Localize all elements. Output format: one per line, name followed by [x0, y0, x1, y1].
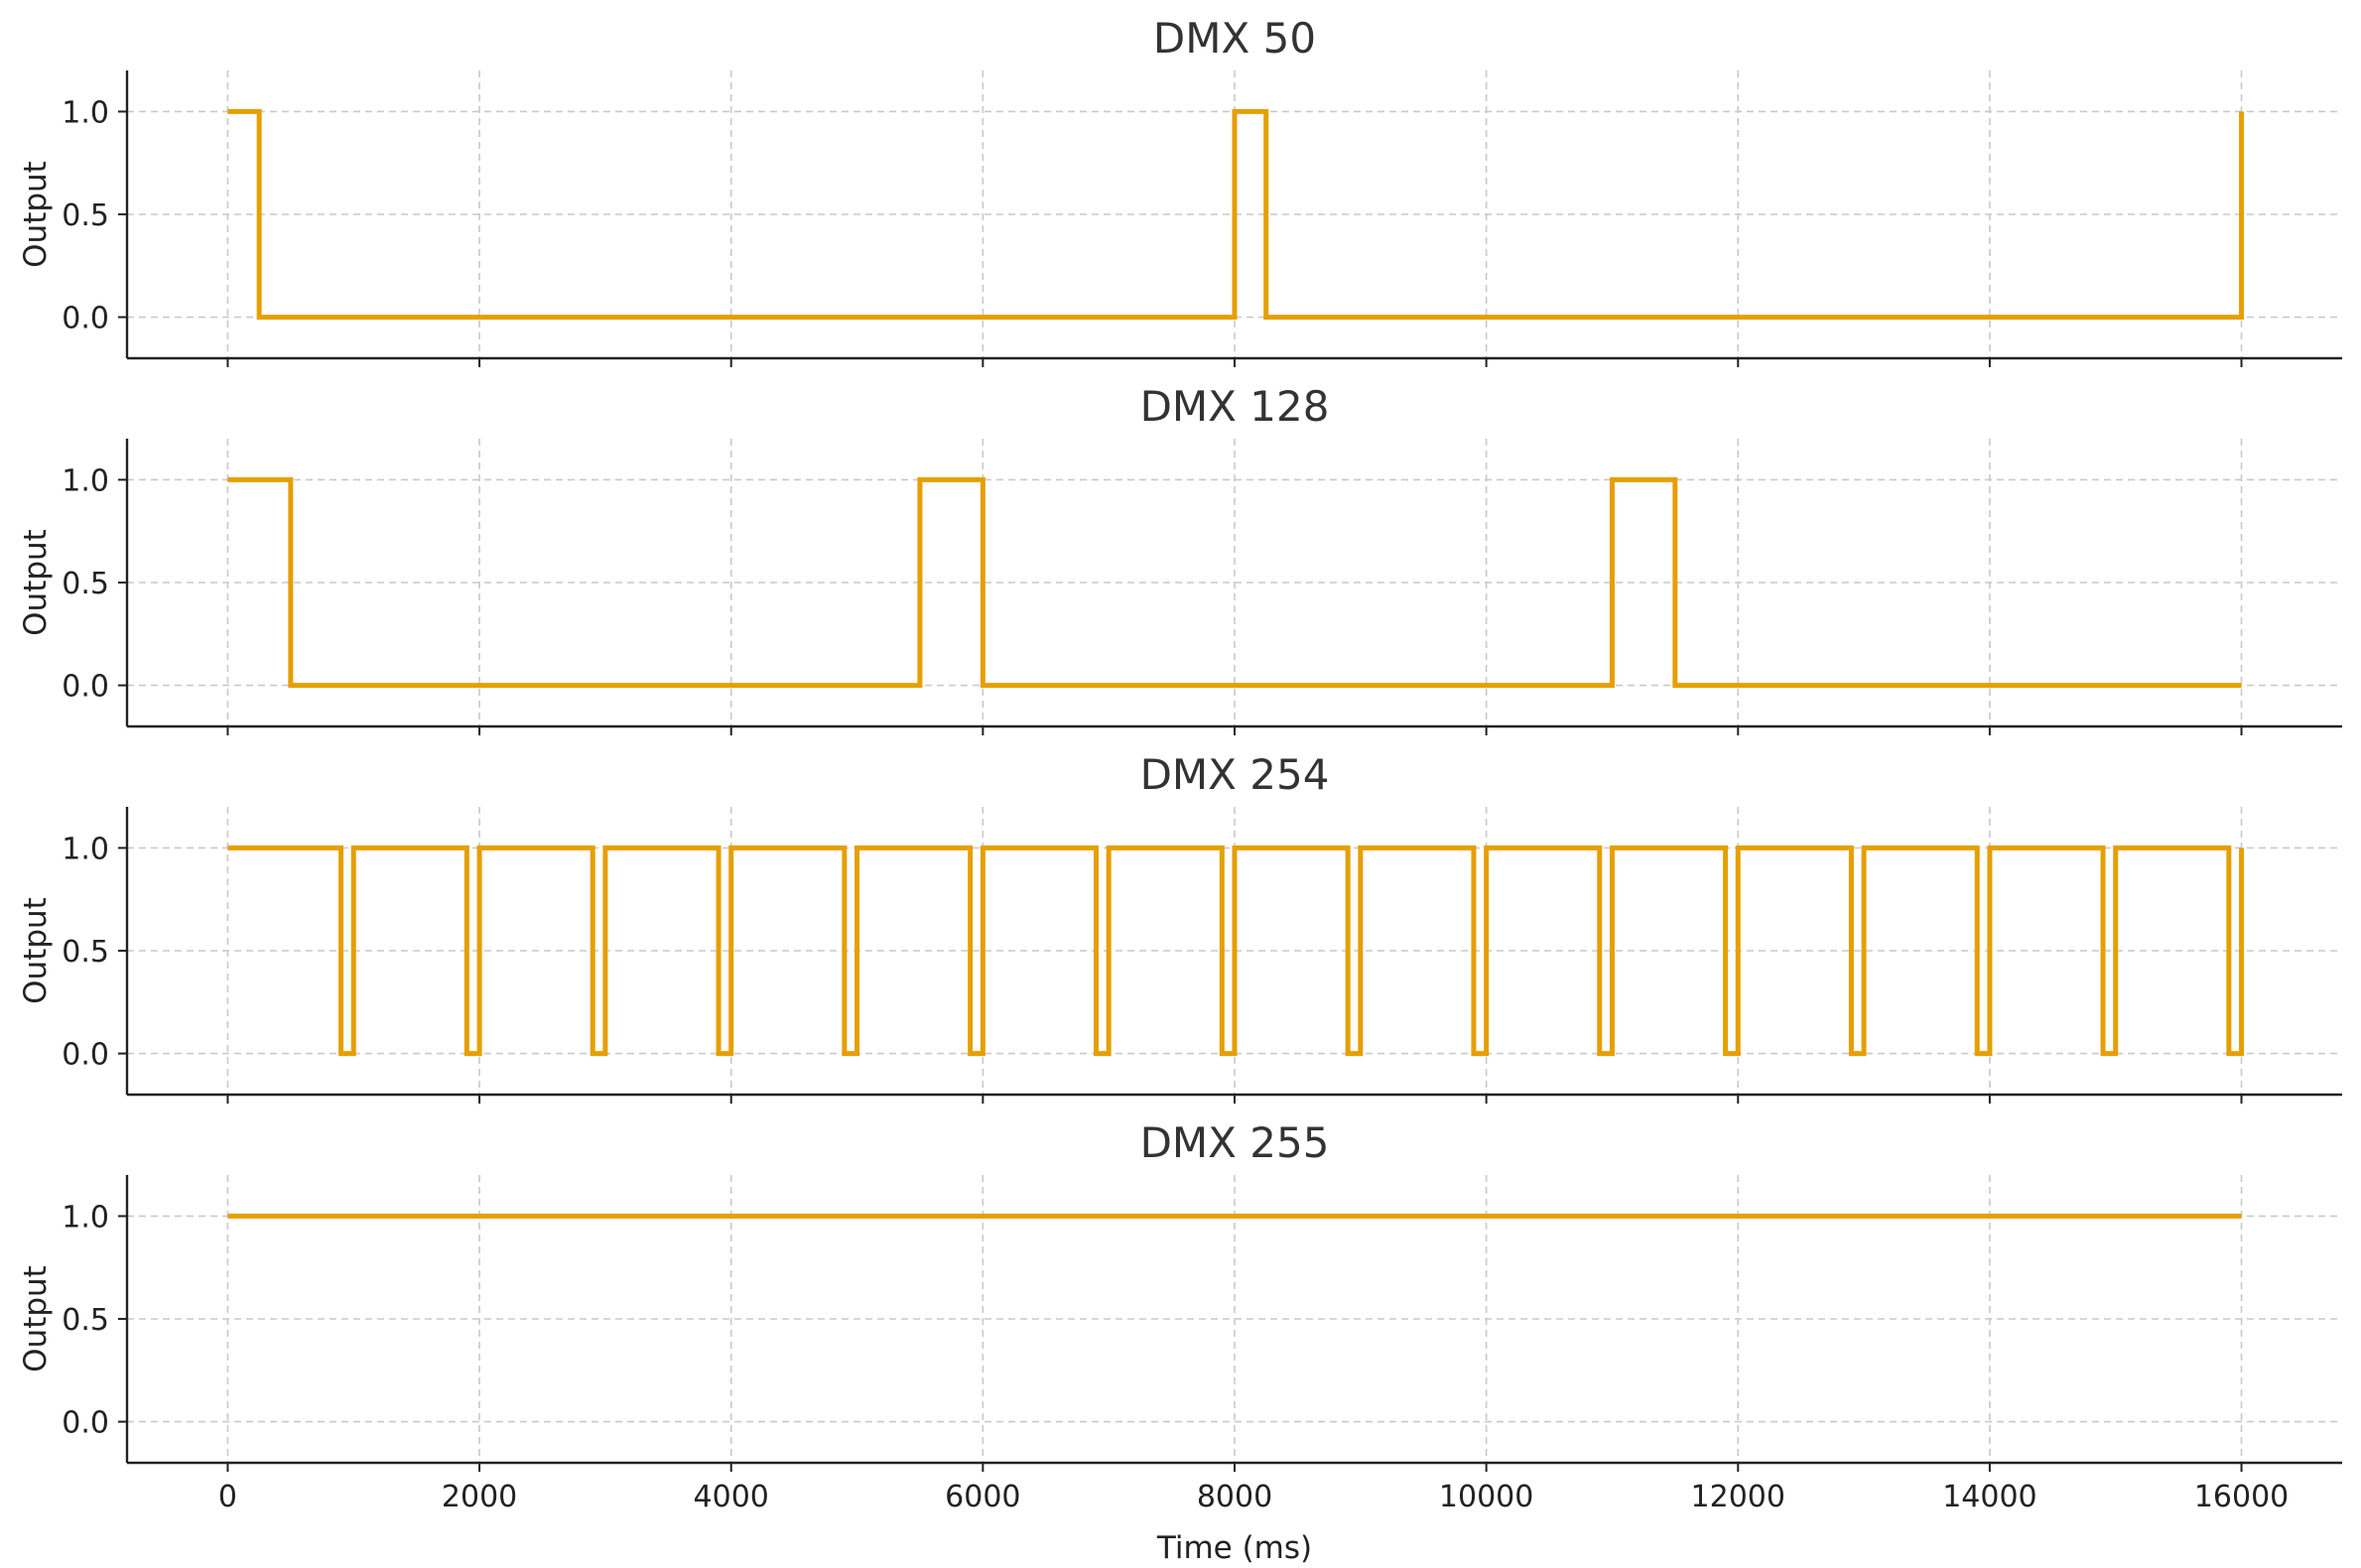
subplot-4: 0.0 0.5 1.0 0 2000 4000 6000 8000 10000 12000 1400…	[18, 1118, 2342, 1566]
x-tick-label: 2000	[442, 1480, 517, 1514]
chart-title: DMX 50	[1153, 14, 1316, 63]
x-tick-label: 8000	[1197, 1480, 1272, 1514]
series-line	[227, 108, 2245, 321]
y-tick-label: 1.0	[62, 1200, 109, 1235]
y-tick-label: 0.5	[62, 1303, 109, 1338]
y-tick-label: 1.0	[62, 832, 109, 866]
y-tick-label: 0.5	[62, 567, 109, 601]
x-tick-label: 12000	[1691, 1480, 1785, 1514]
y-axis-label: Output	[18, 1265, 54, 1372]
y-tick-label: 0.0	[62, 302, 109, 336]
x-tick-label: 10000	[1439, 1480, 1533, 1514]
y-tick-label: 0.0	[62, 670, 109, 705]
chart-title: DMX 255	[1140, 1118, 1330, 1167]
y-tick-label: 0.5	[62, 935, 109, 970]
subplot-3: 0.0 0.5 1.0 DMX 254 Output	[18, 750, 2342, 1104]
x-tick-label: 0	[218, 1480, 237, 1514]
series-line	[227, 845, 2245, 1057]
x-tick-label: 6000	[945, 1480, 1020, 1514]
series-line	[227, 476, 2242, 689]
chart-title: DMX 254	[1140, 750, 1330, 799]
x-axis-label: Time (ms)	[1156, 1530, 1312, 1566]
x-tick-label: 16000	[2194, 1480, 2289, 1514]
y-axis-label: Output	[18, 897, 54, 1004]
subplot-1: 0.0 0.5 1.0 DMX 50 Output	[18, 14, 2342, 367]
y-tick-label: 1.0	[62, 463, 109, 498]
y-tick-label: 0.0	[62, 1406, 109, 1441]
chart-title: DMX 128	[1140, 382, 1330, 431]
x-tick-label: 14000	[1942, 1480, 2036, 1514]
y-axis-label: Output	[18, 161, 54, 268]
y-tick-label: 1.0	[62, 95, 109, 130]
x-tick-label: 4000	[694, 1480, 769, 1514]
y-tick-label: 0.5	[62, 198, 109, 233]
subplot-2: 0.0 0.5 1.0 DMX 128 Output	[18, 382, 2342, 735]
y-axis-label: Output	[18, 529, 54, 636]
y-tick-label: 0.0	[62, 1038, 109, 1073]
